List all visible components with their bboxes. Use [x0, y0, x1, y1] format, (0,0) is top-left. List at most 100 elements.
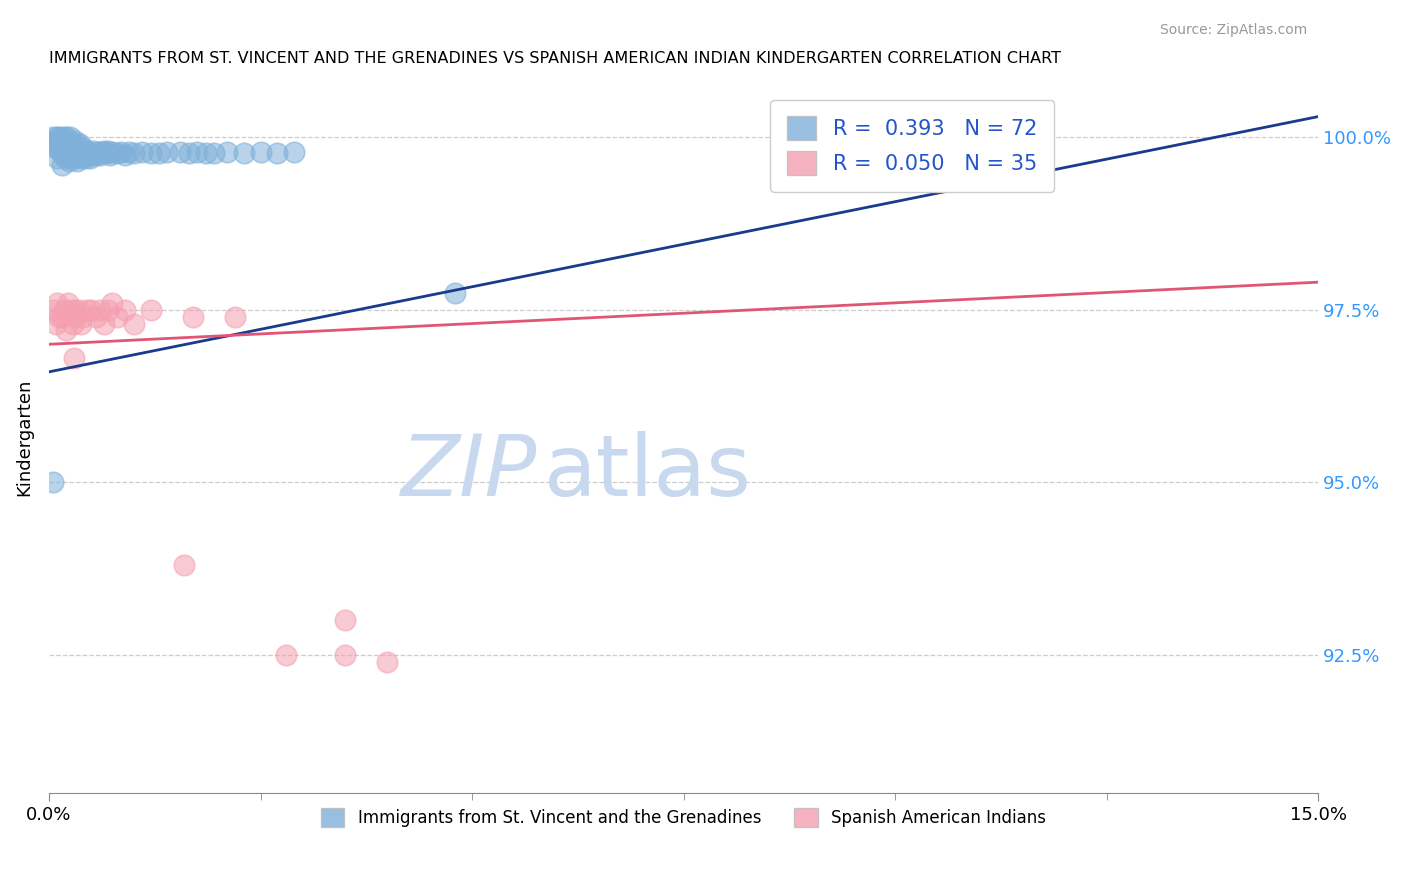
- Point: [97, 144, 120, 158]
- Text: IMMIGRANTS FROM ST. VINCENT AND THE GRENADINES VS SPANISH AMERICAN INDIAN KINDER: IMMIGRANTS FROM ST. VINCENT AND THE GREN…: [49, 51, 1062, 66]
- Point: [139, 146, 162, 161]
- Point: [41, 137, 63, 152]
- Point: [76, 144, 98, 158]
- Point: [87, 145, 110, 160]
- Point: [42, 130, 65, 145]
- Point: [377, 655, 399, 669]
- Point: [53, 137, 76, 152]
- Point: [45, 141, 67, 155]
- Point: [42, 302, 65, 317]
- Point: [75, 151, 97, 165]
- Point: [65, 147, 87, 161]
- Point: [51, 147, 73, 161]
- Point: [67, 144, 90, 158]
- Point: [118, 145, 141, 160]
- Point: [105, 146, 128, 161]
- Point: [139, 302, 162, 317]
- Point: [114, 302, 136, 317]
- Point: [59, 130, 82, 145]
- Point: [48, 310, 70, 324]
- Point: [93, 144, 115, 158]
- Point: [72, 141, 94, 155]
- Point: [63, 137, 86, 152]
- Point: [42, 134, 65, 148]
- Point: [72, 147, 94, 161]
- Point: [274, 648, 297, 662]
- Point: [101, 296, 124, 310]
- Point: [72, 310, 94, 324]
- Point: [80, 302, 103, 317]
- Point: [70, 317, 93, 331]
- Point: [56, 296, 79, 310]
- Point: [89, 302, 111, 317]
- Point: [46, 151, 69, 165]
- Point: [66, 154, 89, 169]
- Text: Source: ZipAtlas.com: Source: ZipAtlas.com: [1160, 23, 1308, 37]
- Point: [63, 134, 86, 148]
- Point: [42, 475, 65, 490]
- Point: [333, 648, 356, 662]
- Point: [67, 302, 90, 317]
- Point: [51, 137, 73, 152]
- Point: [46, 130, 69, 145]
- Point: [59, 141, 82, 155]
- Text: ZIP: ZIP: [401, 432, 537, 515]
- Point: [101, 145, 124, 160]
- Point: [51, 310, 73, 324]
- Point: [58, 147, 80, 161]
- Point: [49, 144, 72, 158]
- Point: [76, 302, 98, 317]
- Point: [215, 145, 238, 160]
- Point: [59, 302, 82, 317]
- Point: [62, 317, 84, 331]
- Point: [80, 147, 103, 161]
- Point: [89, 147, 111, 161]
- Point: [63, 151, 86, 165]
- Point: [65, 310, 87, 324]
- Point: [70, 151, 93, 165]
- Point: [63, 302, 86, 317]
- Point: [173, 558, 195, 572]
- Point: [55, 130, 77, 145]
- Point: [53, 302, 76, 317]
- Point: [148, 146, 170, 161]
- Point: [55, 323, 77, 337]
- Point: [63, 351, 86, 365]
- Point: [93, 317, 115, 331]
- Point: [98, 147, 121, 161]
- Point: [45, 317, 67, 331]
- Point: [77, 147, 100, 161]
- Point: [131, 145, 153, 160]
- Point: [84, 310, 107, 324]
- Point: [444, 285, 467, 300]
- Point: [84, 147, 107, 161]
- Point: [110, 145, 132, 160]
- Point: [122, 146, 145, 161]
- Point: [186, 145, 208, 160]
- Legend: Immigrants from St. Vincent and the Grenadines, Spanish American Indians: Immigrants from St. Vincent and the Gren…: [315, 802, 1053, 834]
- Point: [249, 145, 271, 160]
- Point: [62, 144, 84, 158]
- Point: [177, 146, 200, 161]
- Point: [333, 613, 356, 627]
- Point: [90, 145, 112, 160]
- Point: [156, 145, 179, 160]
- Point: [55, 151, 77, 165]
- Text: atlas: atlas: [544, 432, 752, 515]
- Point: [96, 146, 118, 161]
- Point: [181, 310, 204, 324]
- Y-axis label: Kindergarten: Kindergarten: [15, 379, 32, 496]
- Point: [55, 141, 77, 155]
- Point: [935, 123, 957, 137]
- Point: [169, 145, 191, 160]
- Point: [51, 158, 73, 172]
- Point: [114, 147, 136, 161]
- Point: [73, 144, 96, 158]
- Point: [69, 137, 91, 152]
- Point: [79, 151, 101, 165]
- Point: [58, 154, 80, 169]
- Point: [122, 317, 145, 331]
- Point: [97, 302, 120, 317]
- Point: [53, 130, 76, 145]
- Point: [59, 137, 82, 152]
